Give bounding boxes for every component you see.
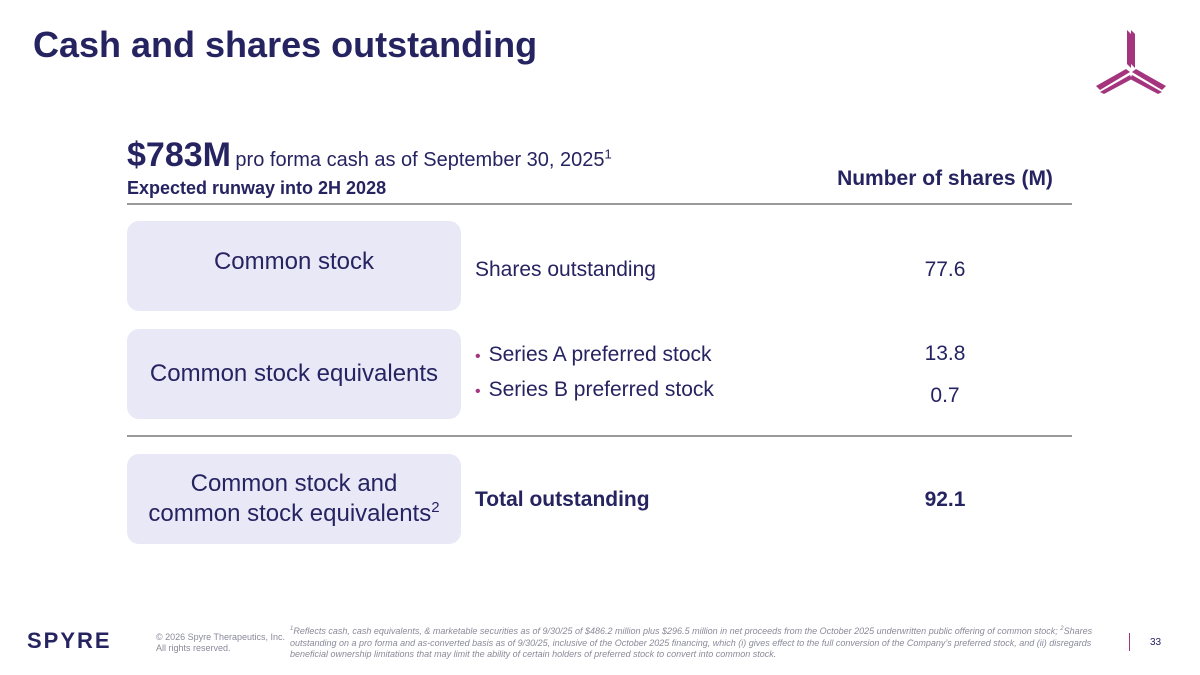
common-stock-equivalents-label: Common stock equivalents bbox=[149, 359, 439, 387]
spyre-logo-mark-icon bbox=[1096, 30, 1166, 94]
shares-column-header: Number of shares (M) bbox=[837, 167, 1053, 190]
total-outstanding-value: 92.1 bbox=[924, 488, 966, 511]
common-stock-pill: Common stock bbox=[127, 221, 461, 311]
footnotes: 1Reflects cash, cash equivalents, & mark… bbox=[290, 626, 1093, 660]
spyre-wordmark: SPYRE bbox=[27, 629, 112, 651]
common-stock-label: Common stock bbox=[213, 247, 375, 275]
page-number-divider bbox=[1129, 633, 1130, 651]
series-a-value: 13.8 bbox=[924, 342, 966, 365]
bullet-icon: • bbox=[475, 383, 481, 400]
runway-text: Expected runway into 2H 2028 bbox=[127, 178, 387, 198]
copyright: © 2026 Spyre Therapeutics, Inc. All righ… bbox=[156, 632, 286, 654]
preferred-stock-list: • Series A preferred stock • Series B pref… bbox=[475, 343, 714, 413]
bullet-icon: • bbox=[475, 348, 481, 365]
cash-description: pro forma cash as of September 30, 20251 bbox=[235, 146, 612, 171]
total-outstanding-label: Total outstanding bbox=[475, 488, 650, 511]
total-label-line2: common stock equivalents2 bbox=[148, 498, 440, 527]
series-b-value: 0.7 bbox=[930, 384, 960, 407]
footnote-ref-1: 1 bbox=[604, 146, 612, 162]
svg-text:SPYRE: SPYRE bbox=[27, 629, 112, 651]
list-item: • Series B preferred stock bbox=[475, 378, 714, 401]
footnote-ref-2: 2 bbox=[431, 498, 440, 516]
shares-outstanding-label: Shares outstanding bbox=[475, 258, 656, 281]
cash-summary: $783M pro forma cash as of September 30,… bbox=[127, 136, 612, 175]
page-number: 33 bbox=[1150, 637, 1162, 648]
total-pill: Common stock and common stock equivalent… bbox=[127, 454, 461, 544]
slide-title: Cash and shares outstanding bbox=[33, 24, 538, 65]
cash-amount: $783M bbox=[127, 136, 231, 174]
total-divider bbox=[127, 435, 1072, 437]
common-stock-equivalents-pill: Common stock equivalents bbox=[127, 329, 461, 419]
shares-outstanding-value: 77.6 bbox=[924, 258, 966, 281]
total-label-line1: Common stock and bbox=[190, 469, 398, 497]
header-divider bbox=[127, 203, 1072, 205]
list-item: • Series A preferred stock bbox=[475, 343, 712, 366]
